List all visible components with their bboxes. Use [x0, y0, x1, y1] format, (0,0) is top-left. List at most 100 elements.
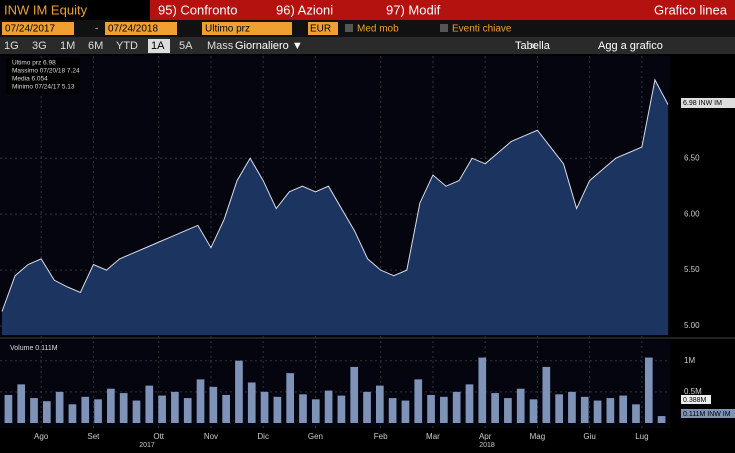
- volume-bar: [516, 388, 525, 423]
- x-tick-label: Gen: [308, 432, 323, 441]
- volume-bar: [273, 396, 282, 423]
- period-btn[interactable]: 1G: [4, 40, 19, 52]
- volume-bar: [593, 400, 602, 423]
- volume-bar: [644, 357, 653, 423]
- add-btn[interactable]: Agg a grafico: [598, 40, 663, 52]
- year-label: 2018: [479, 442, 495, 448]
- volume-bar: [247, 382, 256, 423]
- volume-bar: [196, 379, 205, 423]
- start-date[interactable]: 07/24/2017: [5, 24, 55, 35]
- period-btn[interactable]: 1A: [151, 40, 165, 52]
- x-tick-label: Ott: [153, 432, 164, 441]
- volume-bar: [324, 390, 333, 423]
- price-line: [1, 78, 669, 312]
- table-btn[interactable]: Tabella: [515, 40, 551, 52]
- volume-bar: [119, 393, 128, 423]
- x-tick-label: Lug: [635, 432, 648, 441]
- end-field[interactable]: [105, 22, 177, 35]
- volume-bar: [81, 396, 90, 423]
- dash: -: [95, 24, 98, 35]
- volume-bar: [299, 394, 307, 423]
- volume-bar: [375, 385, 384, 423]
- volume-bar: [580, 396, 589, 423]
- y-tick-label: 6.50: [684, 153, 700, 162]
- volume-bar: [222, 394, 230, 423]
- vol-label: 0.111M INW IM: [683, 411, 731, 418]
- volume-bar: [158, 395, 166, 423]
- volume-bar: [427, 394, 435, 423]
- currency[interactable]: EUR: [310, 24, 331, 35]
- period-btn[interactable]: YTD: [116, 40, 138, 52]
- end-date[interactable]: 07/24/2018: [108, 24, 158, 35]
- volume-bar: [401, 400, 410, 423]
- volume-bar: [132, 400, 141, 423]
- volume-bar: [657, 416, 666, 423]
- volume-bar: [504, 398, 512, 423]
- collapse-btn[interactable]: «: [530, 40, 536, 52]
- x-tick-label: Dic: [257, 432, 269, 441]
- volume-bar: [632, 404, 640, 423]
- volume-bar: [619, 395, 628, 423]
- vol-label-bg: [681, 409, 735, 418]
- volume-legend: Volume 0.111M: [10, 345, 58, 352]
- period-btn[interactable]: 6M: [88, 40, 103, 52]
- field[interactable]: Ultimo prz: [205, 24, 250, 35]
- start-field[interactable]: [2, 22, 74, 35]
- key-events[interactable]: Eventi chiave: [452, 24, 512, 35]
- y-tick-label: 5.00: [684, 321, 700, 330]
- year-label: 2017: [139, 442, 155, 448]
- volume-bar: [107, 388, 115, 423]
- volume-bar: [555, 394, 563, 423]
- currency-box[interactable]: [308, 22, 338, 35]
- moving-avg[interactable]: Med mob: [357, 24, 399, 35]
- volume-bar: [452, 391, 461, 423]
- ticker: INW IM Equity: [4, 2, 88, 17]
- last-label-bg: [681, 98, 735, 108]
- volume-bar: [171, 391, 179, 423]
- frequency[interactable]: Giornaliero ▼: [235, 40, 303, 52]
- x-tick-label: Set: [87, 432, 100, 441]
- volume-bar: [350, 366, 359, 423]
- volume-bar: [145, 385, 154, 423]
- checkbox[interactable]: [440, 24, 448, 32]
- legend-entry: Media 6.054: [12, 76, 48, 83]
- volume-bar: [30, 398, 38, 423]
- actions-btn[interactable]: 96) Azioni: [276, 2, 333, 17]
- period-btn[interactable]: 5A: [179, 40, 193, 52]
- edit-btn[interactable]: 97) Modif: [386, 2, 441, 17]
- sma-label: 0.388M: [683, 397, 707, 404]
- checkbox[interactable]: [345, 24, 353, 32]
- volume-bar: [529, 399, 538, 423]
- period-btn[interactable]: 1M: [60, 40, 75, 52]
- last-label: 6.98 INW IM: [683, 100, 722, 107]
- y-tick-label: 6.00: [684, 209, 700, 218]
- volume-bar: [542, 366, 551, 423]
- y-tick-label: 1M: [684, 356, 695, 365]
- y-tick-label: 0.5M: [684, 387, 702, 396]
- volume-bar: [363, 391, 371, 423]
- legend-bg: [6, 58, 80, 94]
- volume-bar: [478, 357, 487, 423]
- volume-bar: [606, 398, 615, 423]
- period-btn[interactable]: Mass: [207, 40, 234, 52]
- x-tick-label: Mag: [530, 432, 546, 441]
- volume-bar: [68, 404, 77, 423]
- legend-entry: Ultimo prz 6.98: [12, 60, 56, 67]
- period-active: [148, 39, 170, 53]
- y-tick-label: 5.50: [684, 265, 700, 274]
- chart-kind: Grafico linea: [654, 2, 728, 17]
- period-btn[interactable]: 3G: [32, 40, 47, 52]
- volume-bar: [286, 373, 295, 423]
- field-box[interactable]: [202, 22, 292, 35]
- compare-btn[interactable]: 95) Confronto: [158, 2, 238, 17]
- x-tick-label: Nov: [204, 432, 218, 441]
- volume-bar: [55, 391, 64, 423]
- volume-bar: [4, 394, 13, 423]
- volume-bar: [17, 384, 26, 423]
- volume-bar: [235, 360, 243, 423]
- legend-entry: Minimo 07/24/17 5.13: [12, 84, 75, 91]
- volume-bar: [260, 391, 269, 423]
- volume-bar: [568, 391, 576, 423]
